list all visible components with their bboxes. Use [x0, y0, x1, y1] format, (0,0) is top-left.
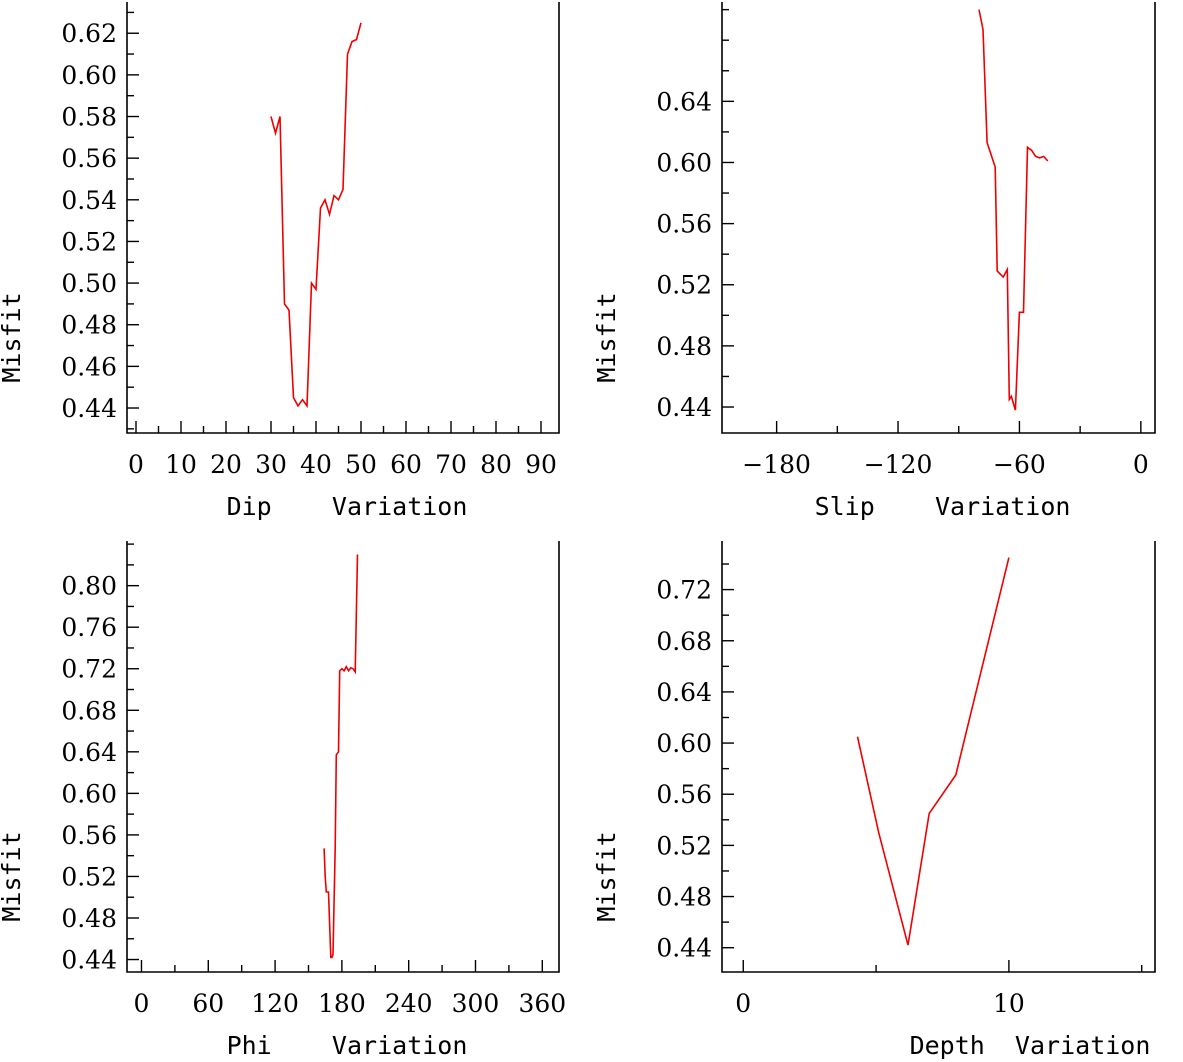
x-tick-label: 60	[192, 989, 224, 1018]
x-tick-label: 90	[525, 450, 557, 479]
x-tick-label: 0	[134, 989, 150, 1018]
y-tick-label: 0.52	[61, 227, 117, 256]
y-tick-label: 0.54	[61, 186, 117, 215]
y-tick-label: 0.56	[61, 144, 117, 173]
x-tick-label: 60	[390, 450, 422, 479]
axis-frame	[126, 2, 560, 434]
x-tick-label: 300	[452, 989, 500, 1018]
y-axis-title: Misfit	[592, 292, 621, 382]
y-tick-label: 0.52	[61, 862, 117, 891]
x-tick-label: 80	[480, 450, 512, 479]
panel-depth: 0 10 0.44 0.48 0.52 0.56 0.60 0.64 0.68 0.72 Depth…	[592, 541, 1156, 1060]
x-tick-label: 10	[165, 450, 197, 479]
y-tick-label: 0.48	[656, 332, 712, 361]
y-tick-label: 0.52	[656, 271, 712, 300]
x-tick-label: 30	[255, 450, 287, 479]
y-tick-label: 0.44	[61, 946, 117, 975]
y-tick-label: 0.48	[61, 904, 117, 933]
y-axis-title: Misfit	[592, 831, 621, 921]
x-tick-label: −180	[742, 450, 811, 479]
y-tick-label: 0.64	[656, 678, 712, 707]
y-tick-label: 0.44	[656, 934, 712, 963]
y-tick-label: 0.68	[656, 627, 712, 656]
y-tick-label: 0.46	[61, 352, 117, 381]
y-axis-title: Misfit	[0, 292, 26, 382]
y-tick-label: 0.44	[656, 393, 712, 422]
x-axis-title: Depth Variation	[910, 1031, 1151, 1060]
y-tick-label: 0.68	[61, 696, 117, 725]
misfit-series-line	[856, 557, 1010, 946]
y-tick-label: 0.72	[656, 576, 712, 605]
y-tick-label: 0.48	[61, 311, 117, 340]
y-tick-label: 0.72	[61, 655, 117, 684]
y-tick-label: 0.44	[61, 394, 117, 423]
x-tick-label: 20	[210, 450, 242, 479]
panel-dip: 0 10 20 30 40 50 60 70 80 90 0.44 0.46 0.48 0.50 0.52 0…	[0, 2, 560, 521]
panel-slip: −180 −120 −60 0 0.44 0.48 0.52 0.56 0.60 0.64 Slip…	[592, 2, 1156, 521]
y-tick-label: 0.64	[61, 738, 117, 767]
y-tick-label: 0.56	[656, 780, 712, 809]
x-tick-label: 70	[435, 450, 467, 479]
x-tick-label: 360	[518, 989, 566, 1018]
misfit-series-line	[270, 22, 362, 409]
x-tick-label: 0	[128, 450, 144, 479]
axis-frame	[721, 541, 1156, 973]
x-tick-label: 120	[251, 989, 299, 1018]
axis-frame	[721, 2, 1156, 434]
y-tick-label: 0.52	[656, 831, 712, 860]
x-tick-label: 10	[993, 989, 1025, 1018]
y-tick-label: 0.76	[61, 613, 117, 642]
y-tick-label: 0.56	[61, 821, 117, 850]
y-tick-label: 0.60	[656, 148, 712, 177]
y-tick-label: 0.60	[61, 779, 117, 808]
axis-frame	[126, 541, 560, 973]
x-tick-label: −120	[864, 450, 933, 479]
y-axis-title: Misfit	[0, 831, 26, 921]
x-axis-title: Phi Variation	[227, 1031, 468, 1060]
x-tick-label: 40	[300, 450, 332, 479]
x-tick-label: −60	[993, 450, 1046, 479]
y-tick-label: 0.62	[61, 19, 117, 48]
misfit-series-line	[323, 554, 359, 959]
y-tick-label: 0.58	[61, 103, 117, 132]
y-tick-label: 0.60	[656, 729, 712, 758]
y-tick-label: 0.48	[656, 883, 712, 912]
x-axis-title: Slip Variation	[815, 492, 1071, 521]
y-tick-label: 0.80	[61, 572, 117, 601]
y-tick-label: 0.60	[61, 61, 117, 90]
y-tick-label: 0.64	[656, 87, 712, 116]
x-tick-label: 240	[385, 989, 433, 1018]
misfit-series-line	[978, 9, 1049, 411]
x-tick-label: 50	[345, 450, 377, 479]
y-tick-label: 0.50	[61, 269, 117, 298]
x-tick-label: 0	[1133, 450, 1149, 479]
panel-phi: 0 60 120 180 240 300 360 0.44 0.48 0.52 0.56 0.60 0.…	[0, 541, 566, 1060]
y-tick-label: 0.56	[656, 210, 712, 239]
x-axis-title: Dip Variation	[227, 492, 468, 521]
x-tick-label: 180	[318, 989, 366, 1018]
x-tick-label: 0	[735, 989, 751, 1018]
